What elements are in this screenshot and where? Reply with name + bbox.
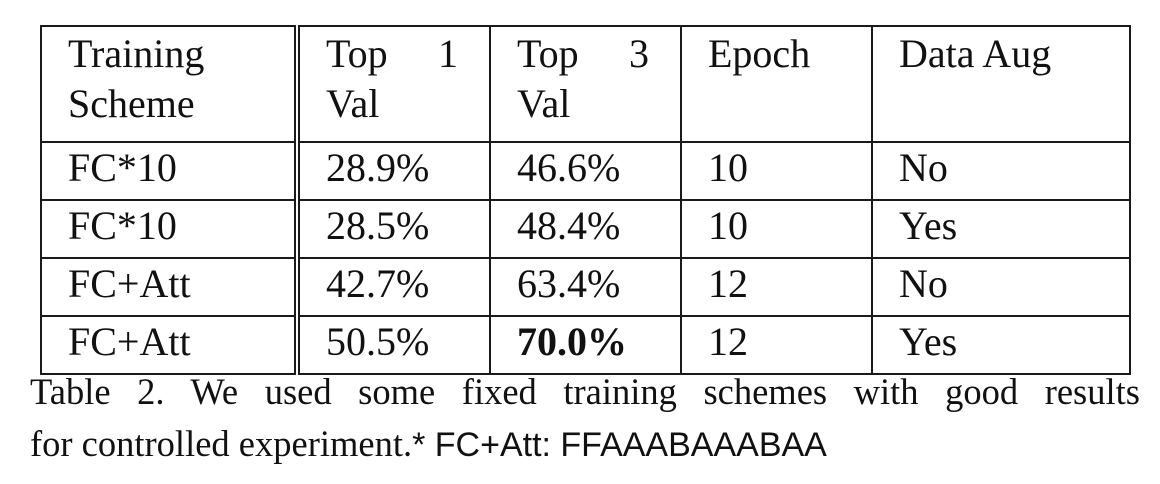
cell-top3-best: 70.0% bbox=[489, 315, 682, 375]
table-row: FC*10 28.9% 46.6% 10 No bbox=[40, 141, 1131, 201]
cell-scheme: FC*10 bbox=[40, 141, 298, 201]
cell-top3: 48.4% bbox=[489, 199, 682, 259]
header-text: 3 bbox=[629, 31, 649, 76]
table-row: FC*10 28.5% 48.4% 10 Yes bbox=[40, 199, 1131, 259]
cell-data-aug: Yes bbox=[871, 315, 1131, 375]
header-text: Training bbox=[68, 31, 205, 76]
table-row: FC+Att 50.5% 70.0% 12 Yes bbox=[40, 315, 1131, 375]
header-training-scheme: Training Scheme bbox=[40, 25, 298, 143]
header-text: Top bbox=[326, 31, 388, 76]
cell-data-aug: No bbox=[871, 257, 1131, 317]
header-text: Val bbox=[326, 81, 380, 126]
cell-top1: 50.5% bbox=[294, 315, 491, 375]
header-data-aug: Data Aug bbox=[871, 25, 1131, 143]
header-text: Data Aug bbox=[899, 31, 1052, 76]
header-top1-val: Top 1 Val bbox=[294, 25, 491, 143]
table-caption: Table 2. We used some fixed training sch… bbox=[30, 366, 1140, 471]
cell-epoch: 10 bbox=[680, 199, 873, 259]
header-epoch: Epoch bbox=[680, 25, 873, 143]
caption-line-1: Table 2. We used some fixed training sch… bbox=[30, 371, 1140, 412]
header-text: 1 bbox=[438, 31, 458, 76]
cell-data-aug: No bbox=[871, 141, 1131, 201]
cell-epoch: 10 bbox=[680, 141, 873, 201]
header-top3-val: Top 3 Val bbox=[489, 25, 682, 143]
results-table: Training Scheme Top 1 Val Top 3 Val Epoc… bbox=[40, 25, 1131, 375]
cell-epoch: 12 bbox=[680, 315, 873, 375]
cell-epoch: 12 bbox=[680, 257, 873, 317]
table-header-row: Training Scheme Top 1 Val Top 3 Val Epoc… bbox=[40, 25, 1131, 143]
cell-scheme: FC+Att bbox=[40, 315, 298, 375]
caption-text-sans: * FC+Att: FFAAABAAABAA bbox=[412, 426, 827, 464]
header-split-line: Top 3 bbox=[517, 29, 649, 79]
cell-top3: 63.4% bbox=[489, 257, 682, 317]
header-split-line: Top 1 bbox=[326, 29, 458, 79]
table-row: FC+Att 42.7% 63.4% 12 No bbox=[40, 257, 1131, 317]
cell-top1: 28.5% bbox=[294, 199, 491, 259]
caption-line-2: for controlled experiment.* FC+Att: FFAA… bbox=[30, 423, 827, 464]
cell-data-aug: Yes bbox=[871, 199, 1131, 259]
header-text: Val bbox=[517, 81, 571, 126]
header-text: Epoch bbox=[708, 31, 811, 76]
cell-top3: 46.6% bbox=[489, 141, 682, 201]
cell-scheme: FC*10 bbox=[40, 199, 298, 259]
results-table-wrapper: Training Scheme Top 1 Val Top 3 Val Epoc… bbox=[40, 25, 1131, 375]
caption-text-serif: for controlled experiment. bbox=[30, 423, 413, 464]
cell-top1: 28.9% bbox=[294, 141, 491, 201]
header-text: Top bbox=[517, 31, 579, 76]
cell-scheme: FC+Att bbox=[40, 257, 298, 317]
cell-top1: 42.7% bbox=[294, 257, 491, 317]
header-text: Scheme bbox=[68, 81, 195, 126]
